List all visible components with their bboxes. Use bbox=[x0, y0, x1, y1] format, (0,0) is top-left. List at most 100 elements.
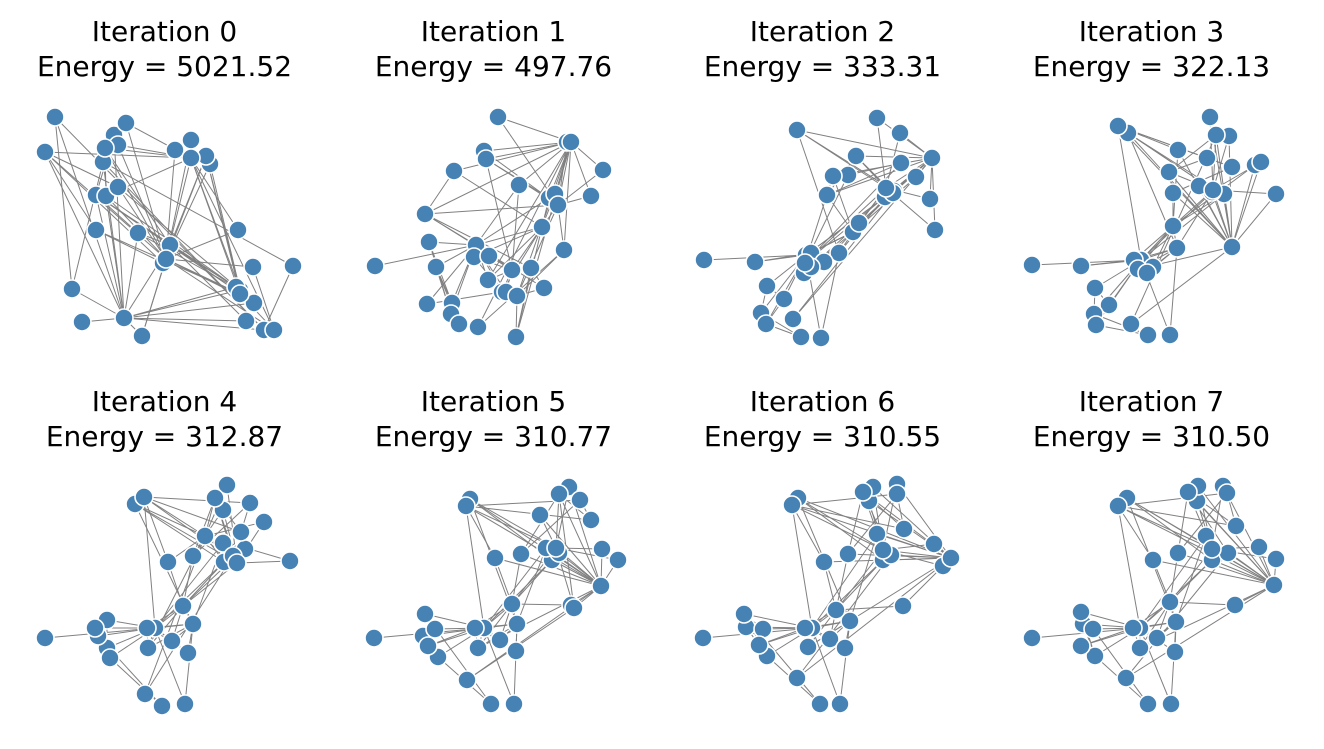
graph-panel: Iteration 4 Energy = 312.87 bbox=[0, 370, 329, 740]
network-graph bbox=[694, 108, 945, 348]
graph-edge bbox=[165, 229, 239, 260]
graph-node bbox=[254, 512, 274, 532]
graph-node bbox=[561, 132, 581, 152]
graph-node bbox=[693, 628, 713, 648]
graph-edge bbox=[465, 505, 592, 521]
graph-edge bbox=[190, 157, 239, 231]
graph-node bbox=[426, 257, 446, 277]
graph-edge bbox=[1231, 164, 1256, 248]
graph-edge bbox=[143, 496, 242, 533]
graph-edge bbox=[44, 151, 97, 231]
graph-node bbox=[465, 618, 485, 638]
graph-edge bbox=[485, 141, 572, 160]
graph-node bbox=[72, 312, 92, 332]
graph-edge bbox=[184, 623, 194, 705]
network-graph bbox=[365, 107, 613, 347]
graph-node bbox=[893, 596, 913, 616]
graph-node bbox=[521, 258, 541, 278]
network-graph bbox=[364, 477, 628, 714]
graph-edge bbox=[1130, 246, 1233, 325]
graph-node bbox=[511, 544, 531, 564]
graph-edge bbox=[44, 151, 192, 159]
graph-node bbox=[1121, 314, 1141, 334]
graph-node bbox=[823, 166, 843, 186]
graph-edge bbox=[453, 141, 572, 172]
graph-node bbox=[1251, 152, 1271, 172]
network-graph bbox=[35, 107, 303, 346]
graph-edge bbox=[797, 497, 884, 551]
graph-edge bbox=[1169, 601, 1236, 606]
graph-node bbox=[195, 526, 215, 546]
graph-edge bbox=[1211, 559, 1275, 586]
graph-edge bbox=[134, 503, 206, 537]
graph-node bbox=[1147, 628, 1167, 648]
iteration-label: Iteration 3 bbox=[1078, 15, 1225, 48]
energy-label: Energy = 497.76 bbox=[374, 50, 613, 83]
graph-edge bbox=[1231, 161, 1262, 248]
graph-edge bbox=[44, 151, 119, 188]
graph-node bbox=[608, 550, 628, 570]
graph-node bbox=[417, 294, 437, 314]
graph-edge bbox=[847, 493, 898, 555]
graph-node bbox=[1206, 125, 1226, 145]
graph-node bbox=[890, 123, 910, 143]
graph-node bbox=[1217, 483, 1237, 503]
graph-node bbox=[745, 252, 765, 272]
graph-node bbox=[280, 551, 300, 571]
graph-edge bbox=[511, 559, 553, 605]
graph-node bbox=[507, 614, 527, 634]
graph-edge bbox=[1231, 193, 1277, 248]
graph-node bbox=[846, 146, 866, 166]
graph-node bbox=[1163, 183, 1183, 203]
graph-node bbox=[749, 635, 769, 655]
graph-edge bbox=[485, 158, 513, 271]
panel-title: Iteration 3 Energy = 322.13 bbox=[987, 14, 1316, 84]
graph-node bbox=[1218, 543, 1238, 563]
graph-node bbox=[1071, 636, 1091, 656]
graph-panel: Iteration 6 Energy = 310.55 bbox=[658, 370, 987, 740]
panel-title: Iteration 0 Energy = 5021.52 bbox=[0, 14, 329, 84]
graph-edge bbox=[483, 559, 553, 629]
graph-node bbox=[418, 636, 438, 656]
iteration-label: Iteration 7 bbox=[1078, 385, 1225, 418]
graph-node bbox=[364, 628, 384, 648]
graph-edge bbox=[483, 141, 572, 152]
graph-edge bbox=[811, 533, 878, 629]
graph-node bbox=[468, 317, 488, 337]
graph-node bbox=[795, 618, 815, 638]
energy-label: Energy = 312.87 bbox=[45, 420, 284, 453]
iteration-label: Iteration 6 bbox=[749, 385, 896, 418]
graph-node bbox=[178, 643, 198, 663]
graph-node bbox=[213, 533, 233, 553]
panel-title: Iteration 1 Energy = 497.76 bbox=[329, 14, 658, 84]
graph-node bbox=[217, 475, 237, 495]
graph-panel: Iteration 7 Energy = 310.50 bbox=[987, 370, 1316, 740]
graph-edge bbox=[109, 657, 163, 707]
graph-node bbox=[1085, 646, 1105, 666]
graph-node bbox=[873, 540, 893, 560]
graph-node bbox=[1086, 315, 1106, 335]
graph-edge bbox=[426, 291, 503, 305]
graph-node bbox=[593, 160, 613, 180]
graph-node bbox=[1249, 537, 1269, 557]
graph-node bbox=[814, 552, 834, 572]
graph-node bbox=[787, 120, 807, 140]
graph-node bbox=[853, 482, 873, 502]
graph-node bbox=[415, 604, 435, 624]
graph-node bbox=[181, 130, 201, 150]
graph-node bbox=[230, 284, 250, 304]
graph-edge bbox=[791, 504, 905, 530]
graph-node bbox=[546, 538, 566, 558]
graph-edge bbox=[54, 116, 73, 290]
network-graph bbox=[693, 474, 961, 714]
graph-node bbox=[830, 694, 850, 714]
graph-node bbox=[264, 320, 284, 340]
graph-edge bbox=[465, 505, 602, 587]
graph-edge bbox=[424, 204, 559, 215]
graph-node bbox=[1163, 216, 1183, 236]
graph-edge bbox=[424, 141, 572, 215]
graph-node bbox=[787, 668, 807, 688]
graph-edge bbox=[520, 553, 602, 587]
graph-node bbox=[829, 243, 849, 263]
graph-edge bbox=[154, 542, 224, 629]
